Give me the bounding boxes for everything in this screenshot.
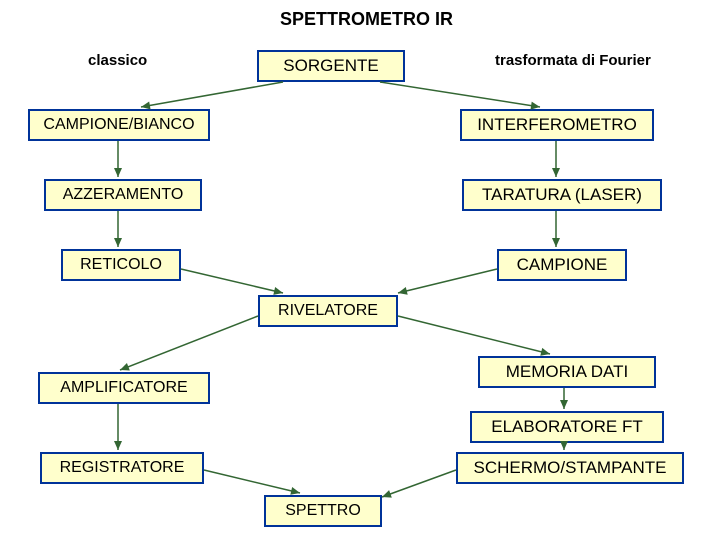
node-label: RIVELATORE bbox=[274, 302, 382, 320]
node-azzeramento: AZZERAMENTO bbox=[44, 179, 202, 211]
node-campione: CAMPIONE bbox=[497, 249, 627, 281]
node-label: SPETTRO bbox=[281, 502, 365, 520]
node-label: RETICOLO bbox=[76, 256, 166, 274]
node-label: REGISTRATORE bbox=[56, 459, 189, 477]
node-campione-bianco: CAMPIONE/BIANCO bbox=[28, 109, 210, 141]
node-sorgente: SORGENTE bbox=[257, 50, 405, 82]
heading-fourier: trasformata di Fourier bbox=[495, 52, 651, 69]
node-taratura: TARATURA (LASER) bbox=[462, 179, 662, 211]
node-label: SORGENTE bbox=[279, 56, 382, 76]
node-spettro: SPETTRO bbox=[264, 495, 382, 527]
node-label: CAMPIONE bbox=[513, 255, 612, 275]
node-label: CAMPIONE/BIANCO bbox=[39, 116, 198, 134]
node-label: INTERFEROMETRO bbox=[473, 115, 641, 135]
node-interferometro: INTERFEROMETRO bbox=[460, 109, 654, 141]
heading-classico: classico bbox=[88, 52, 147, 69]
node-registratore: REGISTRATORE bbox=[40, 452, 204, 484]
node-amplificatore: AMPLIFICATORE bbox=[38, 372, 210, 404]
node-reticolo: RETICOLO bbox=[61, 249, 181, 281]
node-label: MEMORIA DATI bbox=[502, 362, 632, 382]
diagram-canvas: SPETTROMETRO IR classico trasformata di … bbox=[0, 0, 720, 540]
node-memoria: MEMORIA DATI bbox=[478, 356, 656, 388]
node-label: ELABORATORE FT bbox=[487, 417, 646, 437]
node-schermo: SCHERMO/STAMPANTE bbox=[456, 452, 684, 484]
page-title: SPETTROMETRO IR bbox=[280, 9, 453, 30]
node-label: SCHERMO/STAMPANTE bbox=[470, 458, 671, 478]
node-label: AMPLIFICATORE bbox=[56, 379, 191, 397]
node-label: AZZERAMENTO bbox=[59, 186, 188, 204]
node-elaboratore: ELABORATORE FT bbox=[470, 411, 664, 443]
node-label: TARATURA (LASER) bbox=[478, 185, 646, 205]
node-rivelatore: RIVELATORE bbox=[258, 295, 398, 327]
